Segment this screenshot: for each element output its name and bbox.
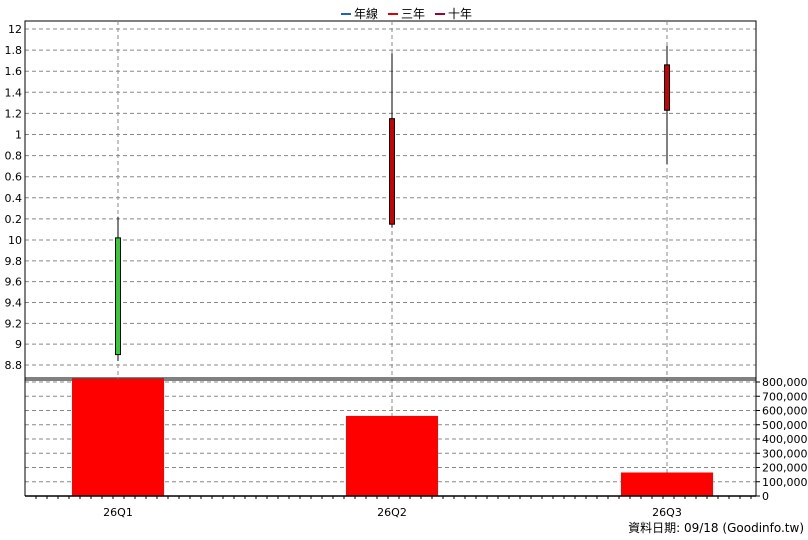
volume-tick-label: 700,000 — [762, 390, 808, 403]
price-tick-label: 8.8 — [5, 359, 23, 372]
price-tick-label: 0.8 — [5, 150, 23, 163]
footer-text: 資料日期: 09/18 (Goodinfo.tw) — [628, 519, 804, 536]
price-tick-label: 9.6 — [5, 276, 23, 289]
volume-tick-label: 800,000 — [762, 376, 808, 389]
price-tick-label: 1.8 — [5, 44, 23, 57]
volume-tick-label: 600,000 — [762, 405, 808, 418]
volume-tick-label: 200,000 — [762, 462, 808, 475]
price-tick-label: 12 — [8, 23, 22, 36]
legend: 年線 三年 十年 — [341, 6, 472, 21]
candle-body — [389, 118, 395, 225]
x-tick-label: 26Q1 — [103, 506, 133, 519]
volume-tick-label: 0 — [762, 490, 769, 503]
candle-body — [664, 64, 670, 111]
volume-bar — [72, 378, 164, 496]
legend-label: 十年 — [448, 7, 472, 21]
price-tick-label: 9.4 — [5, 297, 23, 310]
price-tick-label: 9.2 — [5, 317, 23, 330]
footer-source: (Goodinfo.tw) — [722, 521, 804, 535]
price-tick-label: 1 — [15, 129, 22, 142]
volume-bar — [346, 415, 438, 496]
price-tick-label: 1.4 — [5, 86, 23, 99]
price-tick-label: 1.2 — [5, 107, 23, 120]
volume-tick-label: 100,000 — [762, 476, 808, 489]
volume-tick-label: 400,000 — [762, 433, 808, 446]
candle-body — [115, 237, 121, 356]
price-tick-label: 0.4 — [5, 192, 23, 205]
price-tick-label: 1.6 — [5, 65, 23, 78]
price-tick-label: 9.8 — [5, 255, 23, 268]
legend-label: 三年 — [401, 7, 425, 21]
price-tick-label: 9 — [15, 338, 22, 351]
volume-tick-label: 300,000 — [762, 447, 808, 460]
volume-bar — [621, 472, 713, 496]
footer-date: 資料日期: 09/18 — [628, 521, 719, 535]
price-tick-label: 10 — [8, 234, 22, 247]
x-tick-label: 26Q3 — [652, 506, 682, 519]
price-tick-label: 0.2 — [5, 213, 23, 226]
x-tick-label: 26Q2 — [377, 506, 407, 519]
price-tick-label: 0.6 — [5, 171, 23, 184]
volume-tick-label: 500,000 — [762, 419, 808, 432]
legend-label: 年線 — [354, 6, 378, 21]
